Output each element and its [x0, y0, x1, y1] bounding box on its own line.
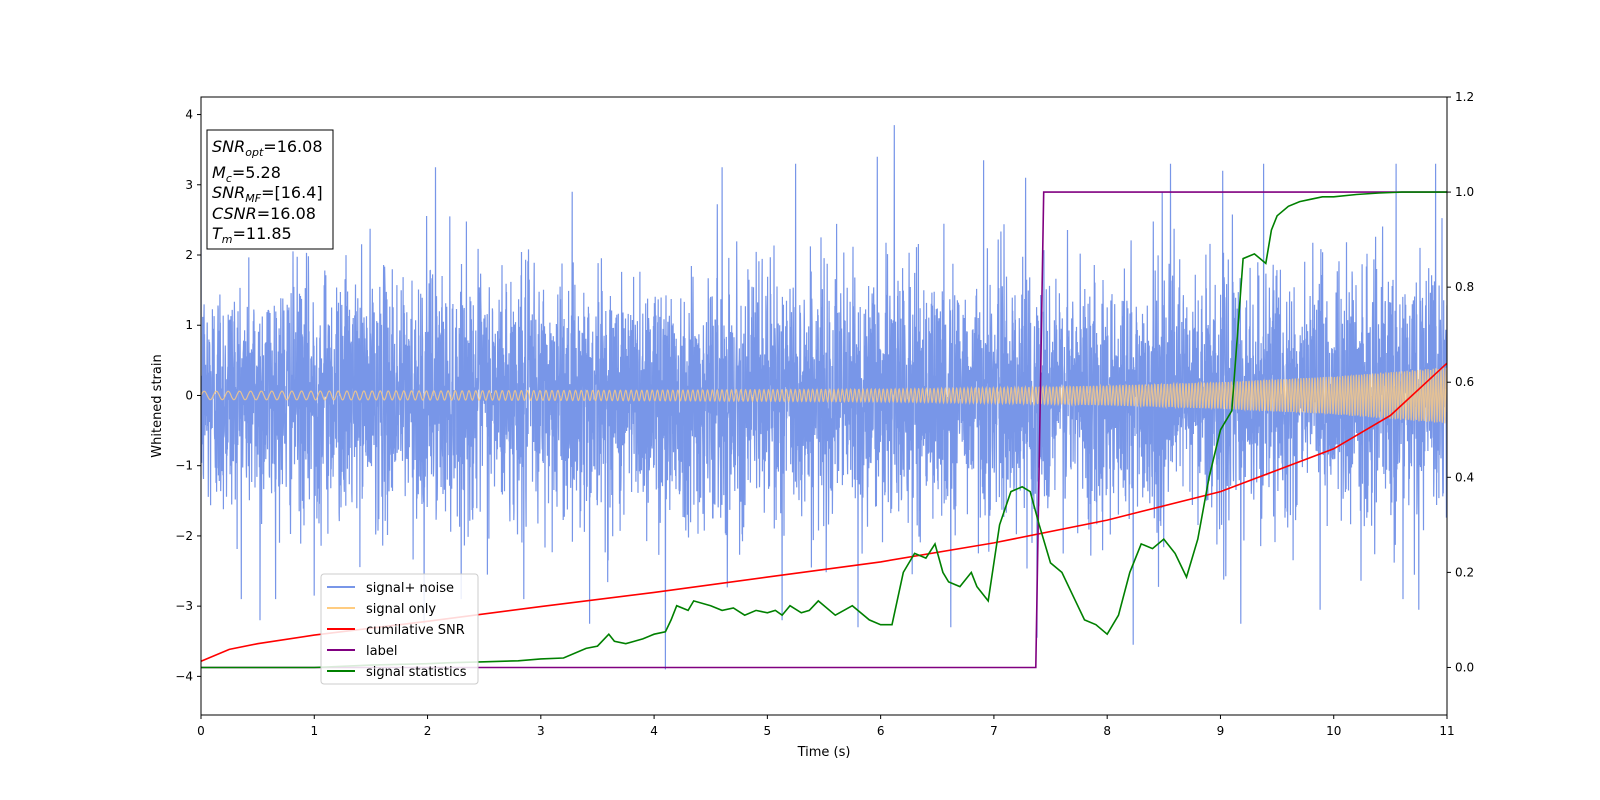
legend-label: label	[366, 644, 397, 659]
y-tick-label: 1	[185, 318, 193, 332]
series-signal-noise-line	[201, 125, 1447, 670]
y-axis-right: 0.0 0.2 0.4 0.6 0.8 1.0 1.2	[1447, 90, 1474, 674]
y-tick-label: 0	[185, 388, 193, 402]
x-tick-label: 9	[1217, 724, 1225, 738]
y-tick-label: −2	[175, 529, 193, 543]
x-tick-label: 10	[1326, 724, 1341, 738]
y2-tick-label: 0.2	[1455, 565, 1474, 579]
series-label-line	[201, 191, 1447, 669]
y2-tick-label: 0.0	[1455, 660, 1474, 674]
y-axis-label: Whitened strain	[150, 354, 165, 457]
x-tick-label: 5	[764, 724, 772, 738]
legend-label: signal only	[366, 602, 436, 617]
x-tick-label: 11	[1439, 724, 1454, 738]
legend-label: signal statistics	[366, 665, 467, 680]
annotation-line: CSNR=16.08	[212, 204, 316, 223]
y-tick-label: −1	[175, 459, 193, 473]
annotation-frame	[206, 129, 334, 250]
plot-frame	[200, 96, 1448, 716]
legend-frame	[320, 573, 479, 685]
x-tick-label: 2	[424, 724, 432, 738]
x-tick-label: 1	[310, 724, 318, 738]
y2-tick-label: 0.8	[1455, 280, 1474, 294]
x-axis: 0 1 2 3 4 5 6 7 8 9 10 11	[197, 715, 1455, 738]
x-axis-label: Time (s)	[797, 745, 851, 760]
legend-label: signal+ noise	[366, 581, 454, 596]
annotation-line: Tm=11.85	[212, 224, 292, 246]
y2-tick-label: 0.4	[1455, 470, 1474, 484]
x-tick-label: 8	[1103, 724, 1111, 738]
y-axis-left: −4 −3 −2 −1 0 1 2 3 4	[175, 108, 201, 683]
y-tick-label: −3	[175, 599, 193, 613]
annotation-line: Mc=5.28	[212, 163, 281, 185]
x-tick-label: 0	[197, 724, 205, 738]
annotation-line: SNRMF=[16.4]	[212, 183, 323, 205]
legend-label: cumilative SNR	[366, 623, 465, 638]
y2-tick-label: 0.6	[1455, 375, 1474, 389]
y2-tick-label: 1.2	[1455, 90, 1474, 104]
series-signal-only-line	[201, 367, 1447, 424]
plot-series-layer	[201, 125, 1447, 670]
y-tick-label: 3	[185, 178, 193, 192]
x-tick-label: 4	[650, 724, 658, 738]
y-tick-label: 2	[185, 248, 193, 262]
series-cumulative-snr-line	[201, 362, 1447, 663]
x-tick-label: 6	[877, 724, 885, 738]
legend: signal+ noise signal only cumilative SNR la…	[320, 573, 479, 685]
series-signal-statistics-line	[201, 191, 1447, 669]
x-tick-label: 3	[537, 724, 545, 738]
annotation-box: SNRopt=16.08 Mc=5.28 SNRMF=[16.4] CSNR=1…	[206, 129, 334, 250]
x-tick-label: 7	[990, 724, 998, 738]
annotation-line: SNRopt=16.08	[212, 137, 323, 159]
y2-tick-label: 1.0	[1455, 185, 1474, 199]
y-tick-label: 4	[185, 108, 193, 122]
y-tick-label: −4	[175, 669, 193, 683]
